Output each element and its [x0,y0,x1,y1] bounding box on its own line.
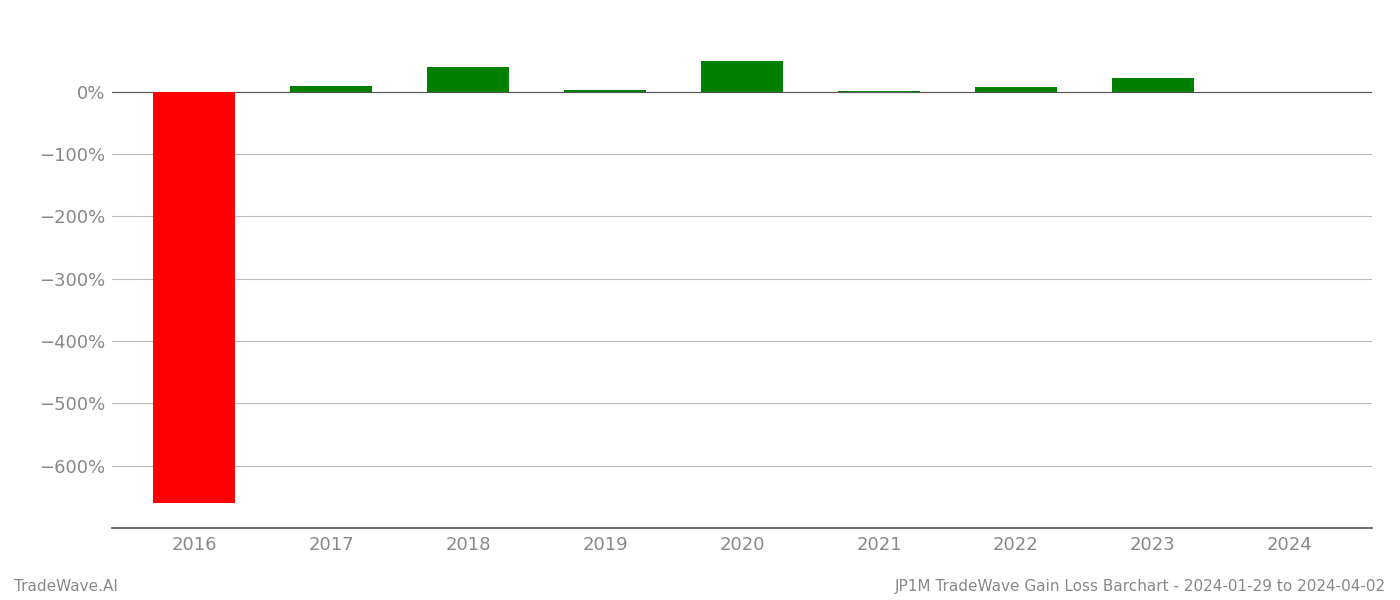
Text: TradeWave.AI: TradeWave.AI [14,579,118,594]
Bar [290,86,372,92]
Bar [974,87,1057,92]
Bar [427,67,510,92]
Bar [153,92,235,503]
Bar [837,91,920,92]
Bar [564,90,647,92]
Text: JP1M TradeWave Gain Loss Barchart - 2024-01-29 to 2024-04-02: JP1M TradeWave Gain Loss Barchart - 2024… [895,579,1386,594]
Bar [701,61,783,92]
Bar [1112,78,1194,92]
